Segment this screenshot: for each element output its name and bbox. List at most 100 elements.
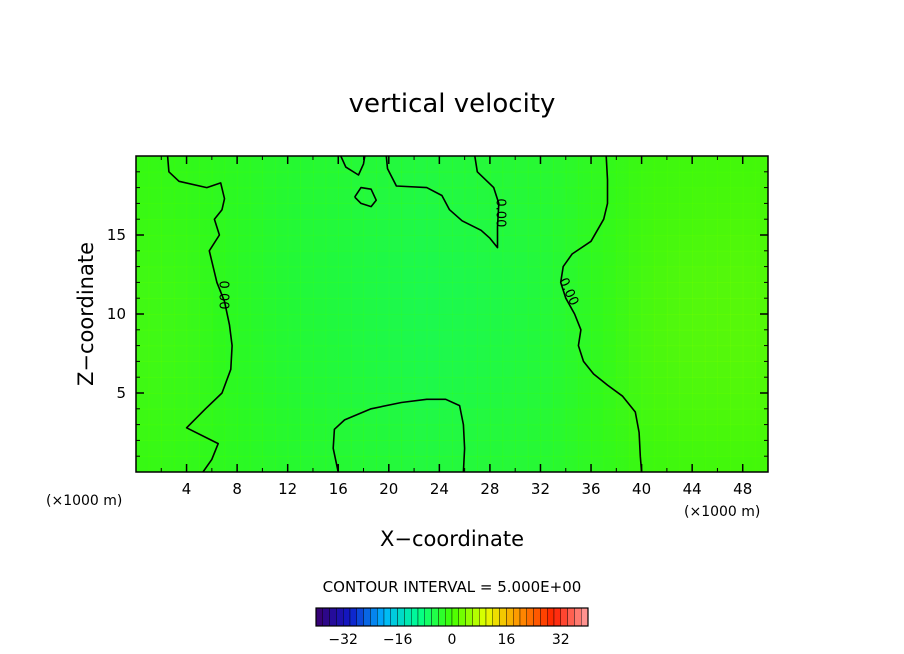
field-cell xyxy=(616,456,630,472)
field-cell xyxy=(262,377,276,394)
field-cell xyxy=(224,203,238,220)
field-cell xyxy=(742,408,756,426)
y-axis: 5 10 15 xyxy=(107,171,768,457)
field-cell xyxy=(376,361,390,378)
field-cell xyxy=(161,329,175,347)
field-cell xyxy=(401,408,415,426)
field-cell xyxy=(755,329,768,347)
field-cell xyxy=(300,424,314,441)
field-cell xyxy=(173,250,188,268)
colorbar-swatch xyxy=(370,607,378,627)
field-cell xyxy=(717,440,731,457)
field-cell xyxy=(717,361,731,378)
contour-upper-island xyxy=(354,186,377,208)
field-cell xyxy=(591,203,605,220)
field-cell xyxy=(224,235,238,252)
field-cell xyxy=(692,361,706,378)
field-cell xyxy=(578,298,592,315)
field-cell xyxy=(350,456,365,472)
field-cell xyxy=(136,203,150,220)
field-cell xyxy=(262,345,276,362)
field-cell xyxy=(312,219,327,236)
field-cell xyxy=(692,424,706,441)
field-cell xyxy=(641,282,655,299)
field-cell xyxy=(616,266,630,283)
field-cell xyxy=(338,345,352,362)
field-cell xyxy=(477,377,491,394)
field-cell xyxy=(300,187,314,204)
field-cell xyxy=(477,187,491,204)
field-cell xyxy=(515,314,529,331)
field-cell xyxy=(237,266,251,283)
field-cell xyxy=(477,156,491,173)
field-cell xyxy=(654,298,668,315)
field-cell xyxy=(148,361,162,378)
field-cell xyxy=(717,235,731,252)
field-cell xyxy=(148,171,162,189)
field-cell xyxy=(717,456,731,472)
field-cell xyxy=(136,282,150,299)
field-cell xyxy=(338,282,352,299)
field-cell xyxy=(439,171,453,189)
field-cell xyxy=(730,424,744,441)
field-cell xyxy=(237,250,251,268)
field-cell xyxy=(704,235,719,252)
field-cell xyxy=(502,171,516,189)
field-cell xyxy=(275,266,289,283)
field-cell xyxy=(502,408,516,426)
field-cell xyxy=(603,440,617,457)
colorbar-swatch xyxy=(499,607,507,627)
field-cell xyxy=(338,424,352,441)
field-cell xyxy=(350,266,365,283)
colorbar-swatch xyxy=(492,607,500,627)
field-cell xyxy=(641,393,655,410)
field-cell xyxy=(312,361,327,378)
field-cell xyxy=(376,171,390,189)
field-cell xyxy=(300,203,314,220)
field-cell xyxy=(464,250,478,268)
field-cell xyxy=(287,314,301,331)
field-cell xyxy=(628,298,643,315)
field-cell xyxy=(692,440,706,457)
colorbar-swatch xyxy=(540,607,548,627)
field-cell xyxy=(262,203,276,220)
field-cell xyxy=(211,345,226,362)
field-cell xyxy=(199,250,213,268)
field-cell xyxy=(161,235,175,252)
field-cell xyxy=(148,187,162,204)
field-cell xyxy=(717,408,731,426)
field-cell xyxy=(350,298,365,315)
field-cell xyxy=(730,377,744,394)
field-cell xyxy=(553,187,567,204)
field-cell xyxy=(211,250,226,268)
field-cell xyxy=(401,266,415,283)
field-cell xyxy=(540,156,554,173)
field-cell xyxy=(540,377,554,394)
field-cell xyxy=(553,377,567,394)
field-cell xyxy=(136,424,150,441)
field-cell xyxy=(363,408,377,426)
field-cell xyxy=(363,282,377,299)
contour-right xyxy=(559,156,643,472)
field-cell xyxy=(224,171,238,189)
field-cell xyxy=(401,156,415,173)
contour-bottom-center xyxy=(332,398,466,472)
field-cell xyxy=(628,361,643,378)
field-cell xyxy=(414,456,428,472)
field-cell xyxy=(717,219,731,236)
field-cell xyxy=(540,219,554,236)
field-cell xyxy=(287,440,301,457)
field-cell xyxy=(148,250,162,268)
field-cell xyxy=(452,235,466,252)
field-cell xyxy=(742,440,756,457)
field-cell xyxy=(325,156,339,173)
zero-contours xyxy=(166,156,643,472)
field-cell xyxy=(742,187,756,204)
field-cell xyxy=(666,377,681,394)
field-cell xyxy=(325,408,339,426)
field-cell xyxy=(692,250,706,268)
field-cell xyxy=(237,424,251,441)
field-cell xyxy=(565,171,579,189)
field-cell xyxy=(679,219,693,236)
field-cell xyxy=(249,408,263,426)
